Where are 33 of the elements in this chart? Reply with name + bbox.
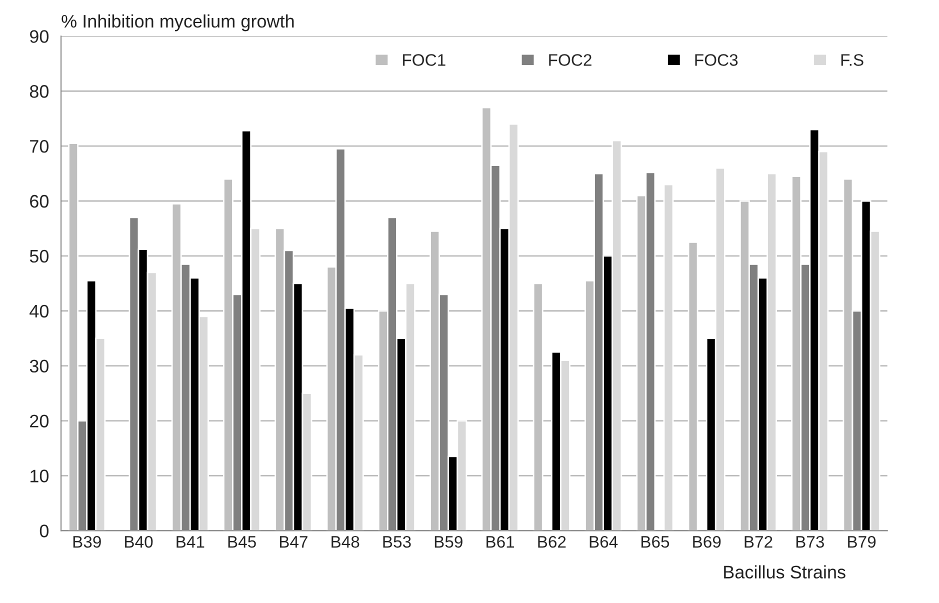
- y-tick-label: 30: [30, 360, 49, 373]
- bar: [663, 184, 674, 531]
- legend-label: FOC1: [403, 54, 446, 66]
- x-tick-label: B79: [848, 536, 876, 548]
- y-tick-label: 70: [30, 140, 49, 153]
- x-tick-label: B62: [538, 536, 566, 548]
- y-tick-label: 80: [30, 85, 49, 98]
- legend-label: FOC2: [549, 54, 592, 66]
- y-axis-title: % Inhibition mycelium growth: [62, 14, 294, 32]
- legend-label: FOC3: [695, 54, 738, 66]
- y-tick-label: 40: [30, 304, 49, 318]
- y-tick-label: 20: [30, 414, 49, 428]
- x-tick-label: B39: [73, 536, 101, 548]
- x-tick-label: B47: [280, 536, 308, 548]
- x-tick-label: B64: [590, 536, 618, 548]
- x-tick-label: B61: [486, 536, 514, 548]
- x-tick-label: B48: [332, 536, 360, 548]
- y-tick-label: 10: [30, 470, 49, 482]
- y-tick-label: 90: [30, 30, 49, 43]
- x-tick-label: B72: [744, 536, 772, 548]
- x-tick-label: B69: [693, 536, 721, 548]
- x-tick-label: B65: [641, 536, 670, 548]
- x-axis-title: Bacillus Strains: [724, 565, 846, 579]
- y-tick-label: 0: [40, 524, 49, 538]
- x-tick-label: B40: [125, 536, 153, 548]
- x-tick-label: B41: [176, 536, 204, 548]
- x-tick-label: B53: [383, 536, 411, 548]
- legend-label: F.S: [841, 54, 864, 66]
- x-tick-label: B59: [434, 536, 462, 548]
- x-tick-label: B45: [228, 536, 256, 548]
- y-tick-label: 60: [30, 194, 49, 208]
- y-tick-label: 50: [30, 250, 49, 263]
- x-tick-label: B73: [796, 536, 824, 548]
